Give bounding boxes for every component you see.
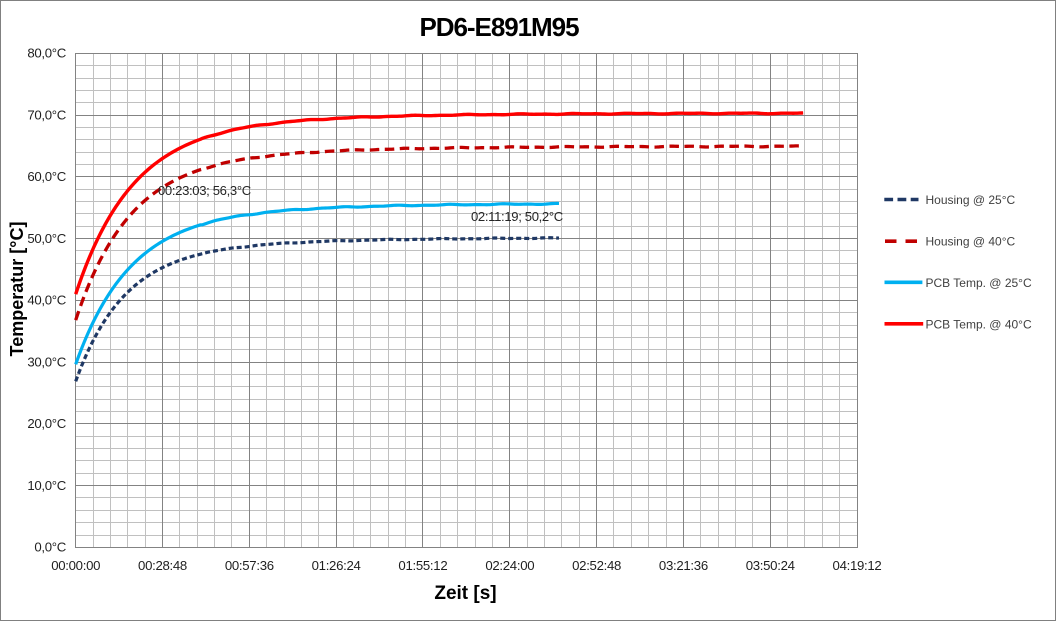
svg-text:00:23:03; 56,3°C: 00:23:03; 56,3°C: [158, 183, 251, 198]
svg-text:00:57:36: 00:57:36: [225, 558, 274, 573]
svg-text:PD6-E891M95: PD6-E891M95: [420, 12, 580, 42]
svg-text:PCB Temp. @ 40°C: PCB Temp. @ 40°C: [926, 317, 1032, 331]
svg-text:Temperatur [°C]: Temperatur [°C]: [7, 222, 27, 357]
svg-text:04:19:12: 04:19:12: [833, 558, 882, 573]
svg-text:10,0°C: 10,0°C: [27, 478, 66, 493]
svg-text:00:28:48: 00:28:48: [138, 558, 187, 573]
svg-text:00:00:00: 00:00:00: [51, 558, 100, 573]
svg-text:70,0°C: 70,0°C: [27, 107, 66, 122]
svg-text:0,0°C: 0,0°C: [34, 540, 66, 555]
svg-text:80,0°C: 80,0°C: [27, 46, 66, 61]
svg-text:03:21:36: 03:21:36: [659, 558, 708, 573]
svg-text:01:55:12: 01:55:12: [398, 558, 447, 573]
svg-text:60,0°C: 60,0°C: [27, 169, 66, 184]
svg-text:02:52:48: 02:52:48: [572, 558, 621, 573]
svg-text:30,0°C: 30,0°C: [27, 354, 66, 369]
svg-text:40,0°C: 40,0°C: [27, 293, 66, 308]
svg-text:20,0°C: 20,0°C: [27, 416, 66, 431]
svg-text:Housing @ 40°C: Housing @ 40°C: [926, 235, 1016, 249]
svg-text:50,0°C: 50,0°C: [27, 231, 66, 246]
svg-text:02:24:00: 02:24:00: [485, 558, 534, 573]
svg-text:PCB Temp. @ 25°C: PCB Temp. @ 25°C: [926, 276, 1032, 290]
svg-text:01:26:24: 01:26:24: [312, 558, 361, 573]
svg-text:03:50:24: 03:50:24: [746, 558, 795, 573]
svg-text:Zeit [s]: Zeit [s]: [434, 583, 496, 604]
svg-text:Housing @ 25°C: Housing @ 25°C: [926, 193, 1016, 207]
svg-text:02:11:19; 50,2°C: 02:11:19; 50,2°C: [471, 209, 563, 224]
